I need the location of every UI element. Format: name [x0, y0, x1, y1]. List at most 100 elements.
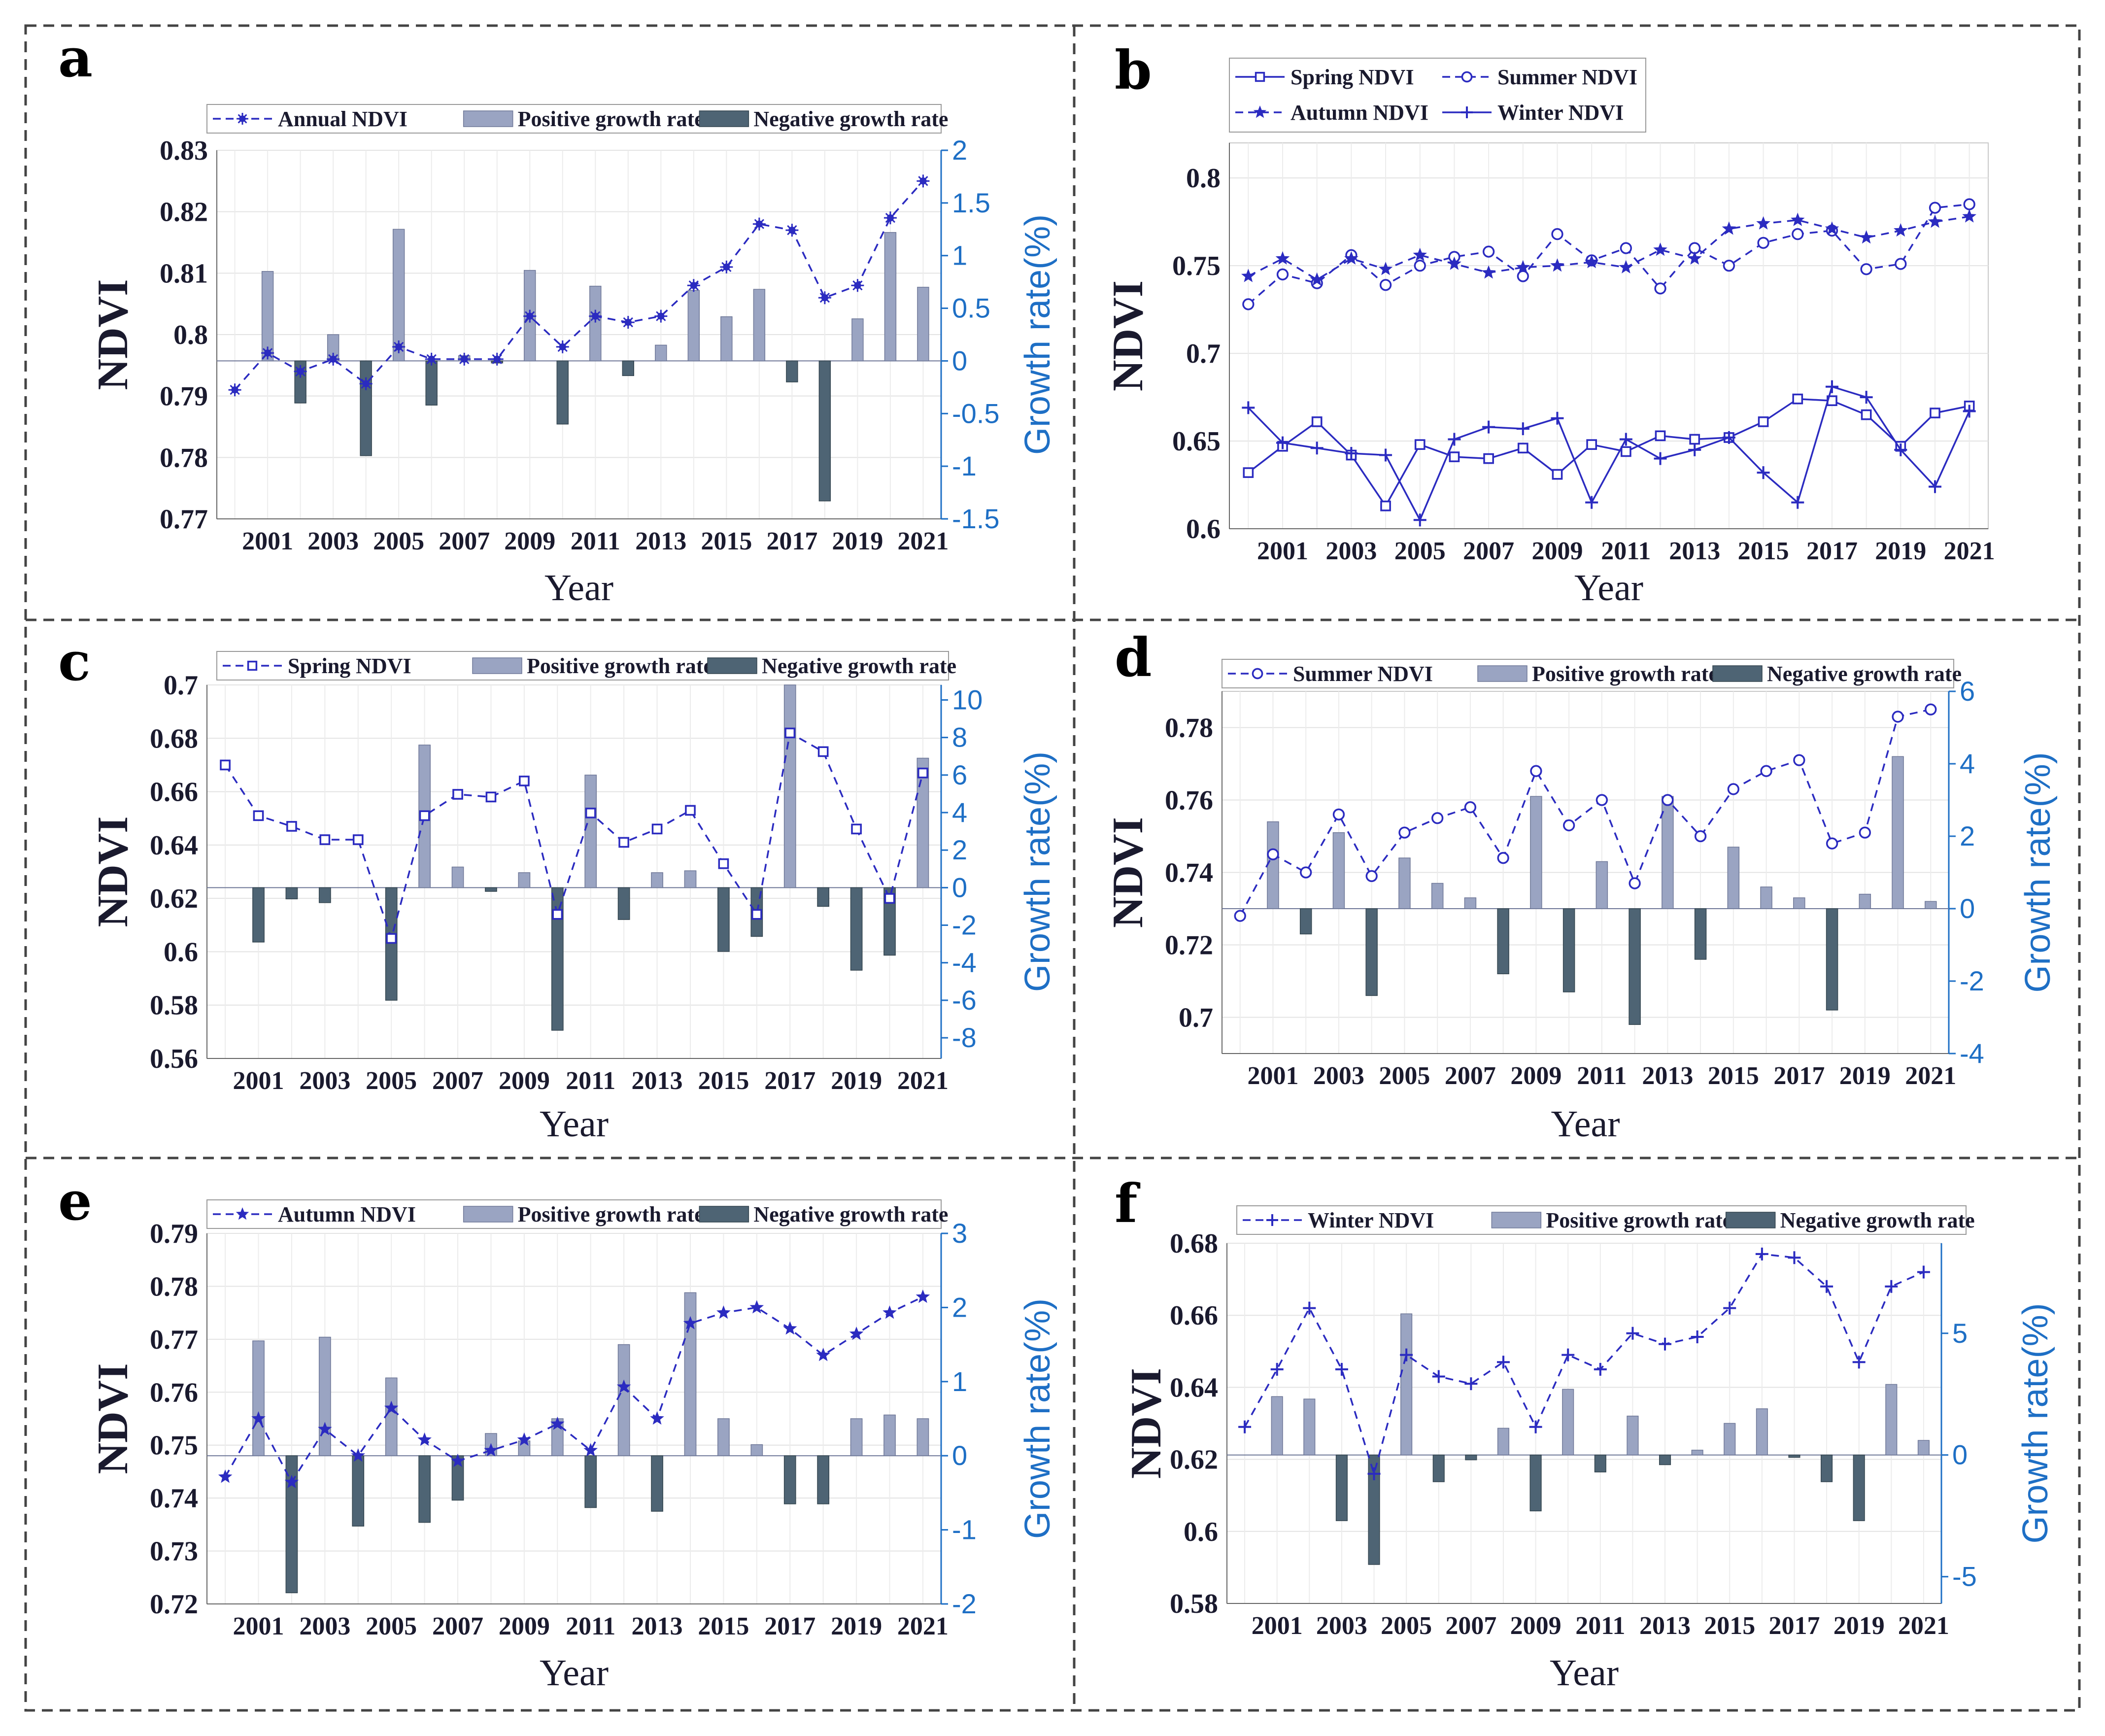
left-axis: 0.56 0.58 0.6 0.62 0.64 0.66 0.68 0.7	[150, 670, 207, 1074]
data-point-marker	[1691, 1330, 1704, 1344]
y-tick-label: 0.75	[150, 1430, 198, 1461]
x-tick-label: 2019	[1839, 1062, 1891, 1090]
data-point-marker	[1722, 221, 1736, 235]
x-tick-label: 2003	[1316, 1612, 1367, 1640]
x-tick-label: 2013	[632, 1612, 683, 1640]
data-point-marker	[485, 791, 497, 803]
x-axis-label: Year	[544, 567, 613, 609]
data-point-marker	[352, 834, 364, 845]
plot-area	[206, 1233, 942, 1604]
negative-growth-bar	[385, 887, 398, 1001]
positive-growth-bar	[783, 684, 796, 888]
y-tick-label: 0.6	[1184, 1517, 1218, 1547]
data-point-marker-rays	[883, 211, 897, 225]
legend-positive-swatch	[1491, 1212, 1542, 1228]
negative-growth-bar	[1365, 908, 1378, 996]
data-point-marker	[1238, 1420, 1252, 1433]
x-tick-label: 2011	[1575, 1612, 1625, 1640]
data-point-marker	[1791, 496, 1804, 509]
series-line-square	[1248, 398, 1970, 508]
data-point-marker	[253, 810, 264, 821]
data-point-marker	[1596, 794, 1608, 806]
data-point-marker	[550, 1416, 565, 1430]
x-tick-label: 2003	[1313, 1062, 1364, 1090]
data-point-marker	[817, 746, 829, 757]
data-point-marker	[1860, 263, 1872, 275]
y2-tick-label: -2	[952, 1588, 977, 1619]
data-point-marker	[1551, 411, 1564, 425]
legend-marker	[1252, 668, 1263, 680]
data-point-marker	[1530, 765, 1542, 777]
panel-letter: d	[1115, 627, 1152, 689]
y2-tick-label: 0.5	[952, 293, 990, 324]
data-point-marker	[1757, 237, 1769, 249]
data-point-marker	[1586, 439, 1597, 450]
data-point-marker	[1620, 446, 1631, 457]
positive-growth-bar	[850, 1418, 863, 1456]
positive-growth-bar	[750, 1444, 763, 1456]
y-tick-label: 0.76	[150, 1377, 198, 1408]
x-tick-label: 2017	[1806, 537, 1858, 565]
x-tick-label: 2007	[432, 1067, 483, 1095]
data-point-marker	[1276, 268, 1289, 281]
x-tick-label: 2013	[1642, 1062, 1693, 1090]
data-point-marker	[1464, 801, 1477, 814]
data-point-marker-rays	[261, 346, 274, 360]
data-point-marker-rays	[228, 383, 241, 397]
data-point-marker	[1756, 216, 1770, 230]
legend-positive-swatch	[472, 657, 522, 674]
y-tick-label: 0.65	[1172, 426, 1221, 457]
y-tick-label: 0.72	[1165, 930, 1213, 961]
data-point-marker	[1398, 826, 1411, 839]
data-point-marker	[419, 810, 430, 821]
legend: Summer NDVI Positive growth rate Negative …	[1222, 659, 1962, 688]
data-point-marker	[1825, 380, 1838, 393]
data-point-marker	[685, 805, 696, 816]
positive-growth-bar	[518, 1440, 531, 1456]
legend-label: Spring NDVI	[1290, 65, 1414, 89]
y-tick-label: 0.66	[150, 777, 198, 808]
data-point-marker	[1885, 1280, 1898, 1293]
data-point-marker	[1367, 1467, 1381, 1480]
legend-positive-swatch	[463, 1206, 513, 1223]
positive-growth-bar	[518, 872, 531, 888]
data-point-marker	[1551, 228, 1563, 240]
legend-label: Negative growth rate	[753, 1202, 948, 1226]
panel-letter: c	[58, 631, 91, 693]
legend: Spring NDVI Summer NDVI Autumn NDVI Winter …	[1229, 58, 1646, 133]
x-tick-label: 2021	[897, 527, 949, 555]
data-point-marker-rays	[851, 279, 864, 292]
positive-growth-bar	[1917, 1440, 1930, 1456]
positive-growth-bar	[1662, 796, 1674, 909]
negative-growth-bar	[783, 1455, 796, 1504]
data-point-marker	[284, 1474, 299, 1489]
legend-label: Winter NDVI	[1497, 101, 1624, 125]
positive-growth-bar	[1760, 886, 1772, 909]
legend-label: Negative growth rate	[762, 654, 956, 678]
data-point-marker	[1482, 245, 1495, 258]
y-tick-label: 0.7	[1186, 339, 1221, 369]
positive-growth-bar	[883, 1414, 896, 1456]
series-lines	[228, 174, 930, 397]
data-point-marker	[1243, 467, 1254, 478]
positive-growth-bar	[1691, 1450, 1703, 1456]
y-tick-label: 0.81	[160, 258, 208, 289]
data-point-marker	[650, 1411, 664, 1425]
data-point-marker-rays	[589, 309, 602, 323]
data-point-marker	[1820, 1280, 1833, 1293]
data-point-marker	[1517, 270, 1529, 282]
data-point-marker-rays	[752, 217, 766, 231]
negative-growth-bar	[1629, 908, 1641, 1025]
plot-area	[1229, 142, 1989, 529]
x-tick-label: 2007	[1463, 537, 1514, 565]
positive-growth-bar	[1562, 1389, 1574, 1456]
x-tick-label: 2021	[1944, 537, 1995, 565]
x-axis-label: Year	[1551, 1103, 1620, 1145]
x-tick-label: 2001	[1252, 1612, 1303, 1640]
data-point-marker	[1689, 434, 1700, 445]
data-point-marker	[1497, 851, 1509, 864]
x-tick-label: 2001	[233, 1067, 284, 1095]
y-tick-label: 0.76	[1165, 785, 1213, 816]
